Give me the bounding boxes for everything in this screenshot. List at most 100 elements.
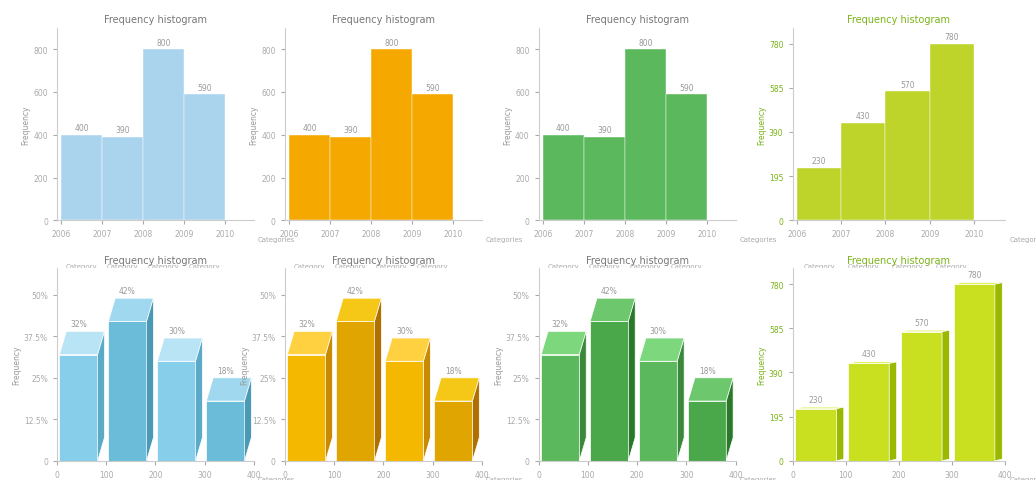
Text: Category: Category <box>630 263 661 269</box>
Bar <box>143 50 184 221</box>
Text: 800: 800 <box>156 38 171 48</box>
Polygon shape <box>472 378 480 461</box>
Bar <box>289 135 330 221</box>
Polygon shape <box>591 299 635 322</box>
Bar <box>61 135 103 221</box>
Bar <box>886 92 929 221</box>
Y-axis label: Frequency: Frequency <box>12 345 21 384</box>
Polygon shape <box>848 364 889 461</box>
Y-axis label: Frequency: Frequency <box>757 105 766 144</box>
Bar <box>371 50 412 221</box>
Text: Categories: Categories <box>258 476 295 480</box>
Polygon shape <box>688 401 726 461</box>
Polygon shape <box>889 362 896 461</box>
Text: Category: Category <box>376 263 407 269</box>
Bar <box>841 124 886 221</box>
Bar <box>584 138 625 221</box>
Text: Category: Category <box>892 263 923 269</box>
Text: Category: Category <box>65 263 97 269</box>
Text: 570: 570 <box>900 80 915 89</box>
Bar <box>797 169 841 221</box>
Title: Frequency histogram: Frequency histogram <box>104 255 207 265</box>
Polygon shape <box>196 338 202 461</box>
Text: Categories: Categories <box>1009 476 1036 480</box>
Text: 800: 800 <box>384 38 399 48</box>
Text: Category: Category <box>588 263 621 269</box>
Bar <box>103 138 143 221</box>
Polygon shape <box>337 299 381 322</box>
Text: 30%: 30% <box>396 326 412 335</box>
Polygon shape <box>109 299 153 322</box>
Text: Category: Category <box>670 263 702 269</box>
Polygon shape <box>901 332 942 461</box>
Polygon shape <box>385 361 424 461</box>
Y-axis label: Frequency: Frequency <box>240 345 249 384</box>
Text: 780: 780 <box>945 33 959 42</box>
Polygon shape <box>59 332 105 355</box>
Polygon shape <box>836 407 843 461</box>
Y-axis label: Frequency: Frequency <box>503 105 512 144</box>
Text: Category: Category <box>335 263 367 269</box>
Title: Frequency histogram: Frequency histogram <box>847 15 950 25</box>
Title: Frequency histogram: Frequency histogram <box>585 15 689 25</box>
Polygon shape <box>796 409 836 461</box>
Title: Frequency histogram: Frequency histogram <box>104 15 207 25</box>
Text: 590: 590 <box>197 84 212 92</box>
Polygon shape <box>628 299 635 461</box>
Polygon shape <box>206 378 252 401</box>
Polygon shape <box>541 355 579 461</box>
Text: 430: 430 <box>861 349 875 359</box>
Polygon shape <box>942 330 949 461</box>
Bar <box>929 45 974 221</box>
Title: Frequency histogram: Frequency histogram <box>847 255 950 265</box>
Text: 32%: 32% <box>552 319 569 328</box>
Polygon shape <box>954 283 1002 285</box>
Bar <box>412 95 453 221</box>
Polygon shape <box>374 299 381 461</box>
Text: 800: 800 <box>638 38 653 48</box>
Polygon shape <box>157 361 196 461</box>
Polygon shape <box>434 401 472 461</box>
Text: 390: 390 <box>343 126 357 135</box>
Polygon shape <box>796 407 843 409</box>
Polygon shape <box>954 285 995 461</box>
Text: 30%: 30% <box>650 326 666 335</box>
Polygon shape <box>901 330 949 332</box>
Polygon shape <box>639 338 684 361</box>
Bar <box>625 50 666 221</box>
Text: Categories: Categories <box>1009 236 1036 242</box>
Polygon shape <box>146 299 153 461</box>
Text: 590: 590 <box>679 84 694 92</box>
Bar <box>666 95 707 221</box>
Polygon shape <box>59 355 97 461</box>
Polygon shape <box>541 332 586 355</box>
Text: 780: 780 <box>967 271 981 279</box>
Text: 390: 390 <box>597 126 611 135</box>
Polygon shape <box>385 338 430 361</box>
Polygon shape <box>244 378 252 461</box>
Polygon shape <box>157 338 202 361</box>
Polygon shape <box>325 332 333 461</box>
Text: 570: 570 <box>914 318 928 327</box>
Polygon shape <box>639 361 678 461</box>
Text: Categories: Categories <box>740 236 777 242</box>
Text: 18%: 18% <box>218 366 234 375</box>
Text: Categories: Categories <box>258 236 295 242</box>
Text: Category: Category <box>293 263 325 269</box>
Polygon shape <box>579 332 586 461</box>
Title: Frequency histogram: Frequency histogram <box>332 255 435 265</box>
Text: Category: Category <box>936 263 968 269</box>
Text: 390: 390 <box>115 126 130 135</box>
Text: 430: 430 <box>856 112 870 121</box>
Polygon shape <box>848 362 896 364</box>
Text: Category: Category <box>547 263 579 269</box>
Text: Category: Category <box>847 263 880 269</box>
Bar <box>184 95 225 221</box>
Polygon shape <box>97 332 105 461</box>
Text: Categories: Categories <box>740 476 777 480</box>
Text: Category: Category <box>148 263 179 269</box>
Text: Category: Category <box>189 263 221 269</box>
Polygon shape <box>678 338 684 461</box>
Text: Categories: Categories <box>486 476 523 480</box>
Text: 590: 590 <box>425 84 440 92</box>
